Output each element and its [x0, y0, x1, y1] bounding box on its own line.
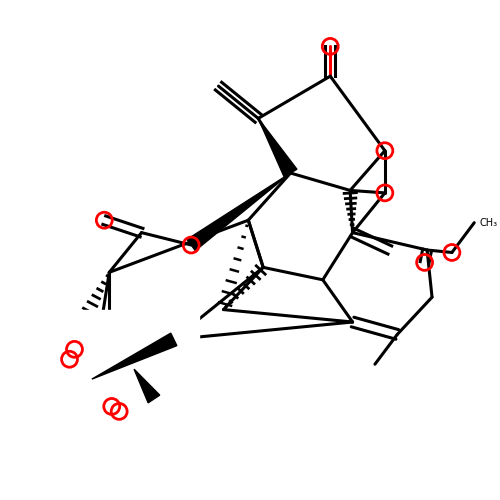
- Polygon shape: [134, 369, 160, 403]
- Text: CH₃: CH₃: [479, 218, 498, 228]
- Polygon shape: [92, 333, 177, 379]
- Polygon shape: [50, 310, 199, 438]
- Polygon shape: [187, 173, 290, 250]
- Polygon shape: [258, 118, 297, 177]
